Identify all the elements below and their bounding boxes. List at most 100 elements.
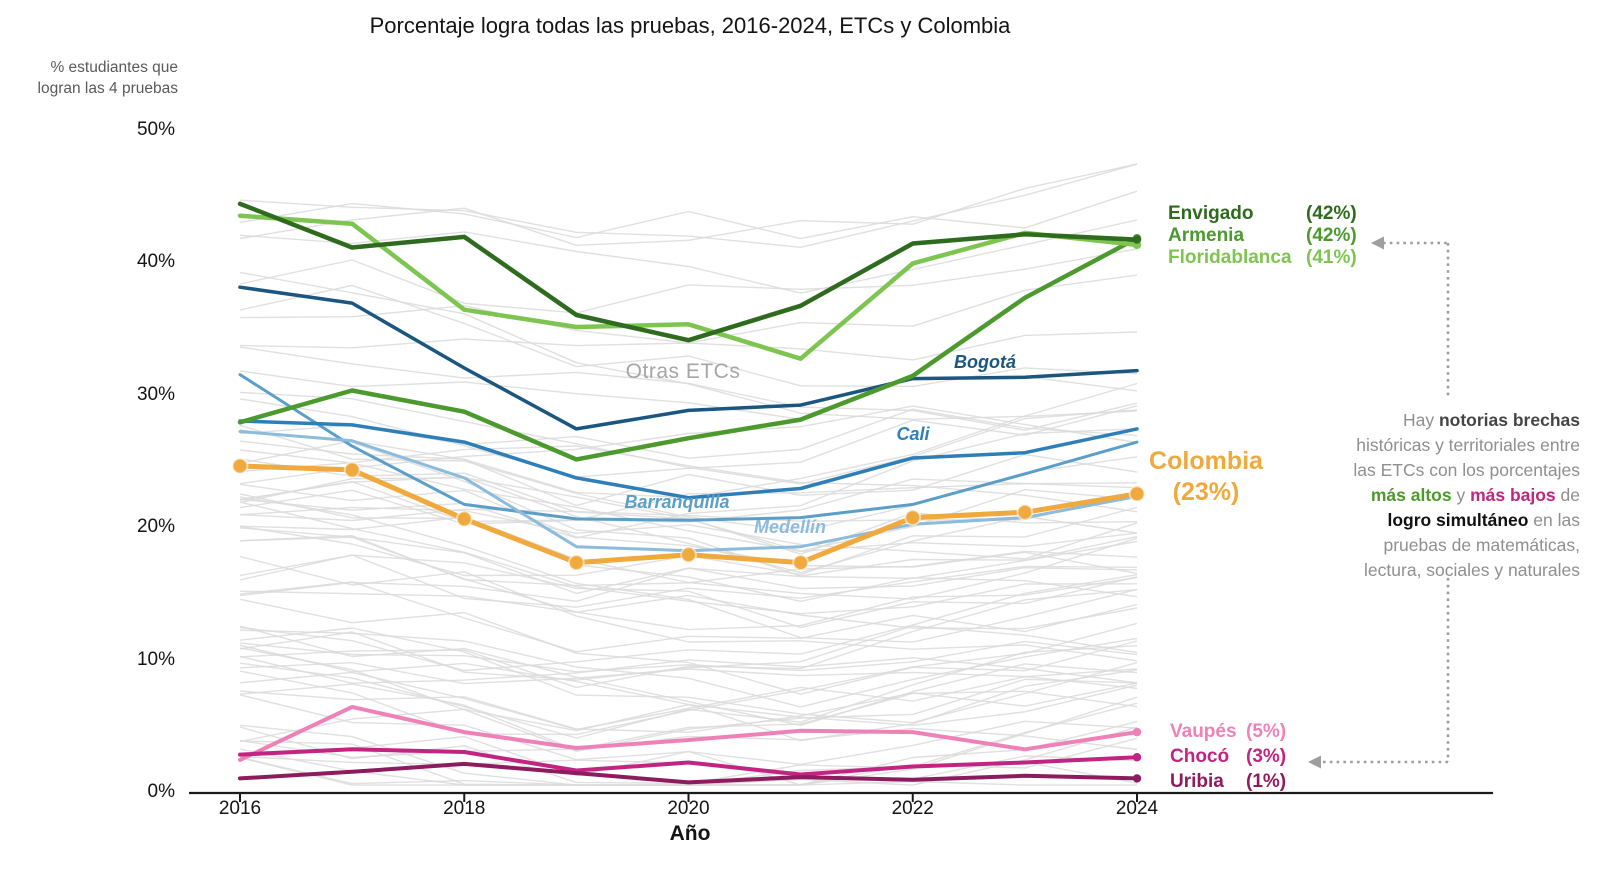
y-axis-title-line2: logran las 4 pruebas <box>37 80 178 97</box>
legend-bottom-row-uribia: Uribia (1%) <box>1170 769 1286 794</box>
other-etc-line <box>239 391 1138 485</box>
annotation-line-5: logro simultáneo en las <box>1290 508 1580 533</box>
series-end-dot-envigado <box>1132 235 1142 244</box>
series-marker-colombia <box>680 546 697 564</box>
other-etc-line <box>239 554 1138 629</box>
series-marker-colombia <box>567 554 585 572</box>
annotation-segment: históricas y territoriales entre <box>1356 435 1580 455</box>
colombia-label-value: (23%) <box>1172 478 1240 506</box>
other-etc-line <box>239 248 1138 314</box>
other-etc-line <box>239 445 1138 513</box>
other-etc-line <box>239 483 1138 575</box>
other-etc-line <box>239 590 1138 630</box>
inline-label-medellin: Medellín <box>753 517 827 537</box>
inline-label-barranquilla: Barranquilla <box>624 492 730 512</box>
legend-bottom-value: (1%) <box>1246 770 1287 792</box>
series-line-armenia <box>237 235 1140 462</box>
other-etc-line <box>239 346 1138 431</box>
inline-label-cali: Cali <box>896 424 930 444</box>
legend-top-value: (42%) <box>1306 225 1357 246</box>
series-end-dot-choco <box>1132 753 1142 762</box>
other-etc-line <box>239 644 1138 742</box>
annotation-segment: pruebas de matemáticas, <box>1383 535 1581 555</box>
other-etc-line <box>239 163 1138 246</box>
y-tick-label-20: 20% <box>136 516 175 538</box>
legend-bottom-name: Vaupés <box>1170 720 1237 742</box>
other-etc-line <box>239 629 1138 708</box>
legend-bottom-row-chocó: Chocó (3%) <box>1170 744 1286 769</box>
other-etc-line <box>239 449 1138 553</box>
series-line-choco <box>238 747 1139 777</box>
y-tick-label-50: 50% <box>136 119 175 140</box>
inline-label-bogota: Bogotá <box>954 352 1016 372</box>
legend-top-value: (41%) <box>1306 247 1357 268</box>
legend-top-name: Armenia <box>1168 225 1245 246</box>
series-marker-colombia <box>455 510 473 528</box>
series-marker-colombia <box>1128 485 1146 503</box>
other-etc-line <box>239 493 1138 602</box>
legend-bottom-name: Chocó <box>1170 745 1230 767</box>
series-marker-colombia <box>904 509 922 527</box>
series-marker-colombia <box>1016 503 1034 521</box>
other-etc-line <box>239 501 1138 615</box>
annotation-line-7: lectura, sociales y naturales <box>1290 558 1580 583</box>
y-tick-label-30: 30% <box>136 383 175 405</box>
annotation-line-3: las ETCs con los porcentajes <box>1290 458 1580 483</box>
series-line-envigado <box>237 201 1140 343</box>
annotation-segment: notorias brechas <box>1438 410 1580 430</box>
annotation-segment: más altos <box>1370 485 1452 505</box>
other-etc-line <box>239 645 1138 739</box>
other-etc-line <box>239 476 1138 574</box>
annotation-line-1: Hay notorias brechas <box>1290 408 1580 433</box>
legend-top-row-floridablanca: Floridablanca (41%) <box>1168 247 1357 269</box>
other-etcs-label: Otras ETCs <box>625 360 741 383</box>
other-etc-line <box>239 527 1138 595</box>
y-tick-label-0: 0% <box>147 781 175 802</box>
other-etc-line <box>239 690 1138 758</box>
legend-bottom-value: (3%) <box>1246 745 1287 767</box>
legend-top-performers: Envigado (42%) Armenia (42%) Floridablanca (4… <box>1168 203 1357 269</box>
other-etc-line <box>239 331 1138 361</box>
arrowhead-left-icon <box>1371 236 1384 250</box>
series-marker-colombia <box>792 554 810 572</box>
annotation-segment: de <box>1555 485 1580 505</box>
other-etc-line <box>239 682 1138 733</box>
other-etc-line <box>239 536 1138 631</box>
y-axis-title-line1: % estudiantes que <box>50 59 178 76</box>
legend-top-name: Floridablanca <box>1168 247 1292 268</box>
series-marker-colombia <box>231 457 249 475</box>
other-etc-line <box>239 598 1138 695</box>
y-tick-label-40: 40% <box>136 251 175 273</box>
y-tick-label-10: 10% <box>136 648 175 670</box>
legend-bottom-row-vaupés: Vaupés (5%) <box>1170 719 1286 744</box>
annotation-segment: logro simultáneo <box>1387 510 1529 530</box>
legend-bottom-performers: Vaupés (5%) Chocó (3%) Uribia (1%) <box>1170 719 1286 794</box>
other-etc-line <box>239 554 1138 608</box>
colombia-label-name: Colombia <box>1149 447 1263 475</box>
other-etc-line <box>239 668 1138 731</box>
legend-top-value: (42%) <box>1306 203 1357 224</box>
legend-bottom-name: Uribia <box>1170 770 1224 792</box>
other-etc-line <box>239 219 1138 294</box>
x-tick-label-2022: 2022 <box>891 798 934 819</box>
annotation-line-6: pruebas de matemáticas, <box>1290 533 1581 558</box>
annotation-segment: Hay <box>1402 410 1439 430</box>
annotation-line-4: más altos y más bajos de <box>1290 483 1580 508</box>
series-end-dot-vaupes <box>1132 727 1142 737</box>
legend-colombia: Colombia (23%) <box>1140 446 1272 508</box>
annotation-segment: más bajos <box>1470 485 1556 505</box>
series-end-dot-uribia <box>1132 774 1142 783</box>
other-etc-line <box>239 190 1138 240</box>
series-line-uribia <box>238 761 1139 785</box>
other-etc-line <box>239 647 1138 752</box>
legend-top-row-armenia: Armenia (42%) <box>1168 225 1357 247</box>
other-etc-line <box>239 516 1138 600</box>
x-tick-label-2018: 2018 <box>443 798 486 819</box>
y-axis-title: % estudiantes que logran las 4 pruebas <box>0 57 178 99</box>
other-etc-line <box>239 429 1138 577</box>
annotation-line-2: históricas y territoriales entre <box>1290 433 1580 458</box>
other-etc-line <box>239 625 1138 726</box>
other-etc-line <box>239 622 1138 736</box>
other-etc-line <box>239 555 1138 662</box>
